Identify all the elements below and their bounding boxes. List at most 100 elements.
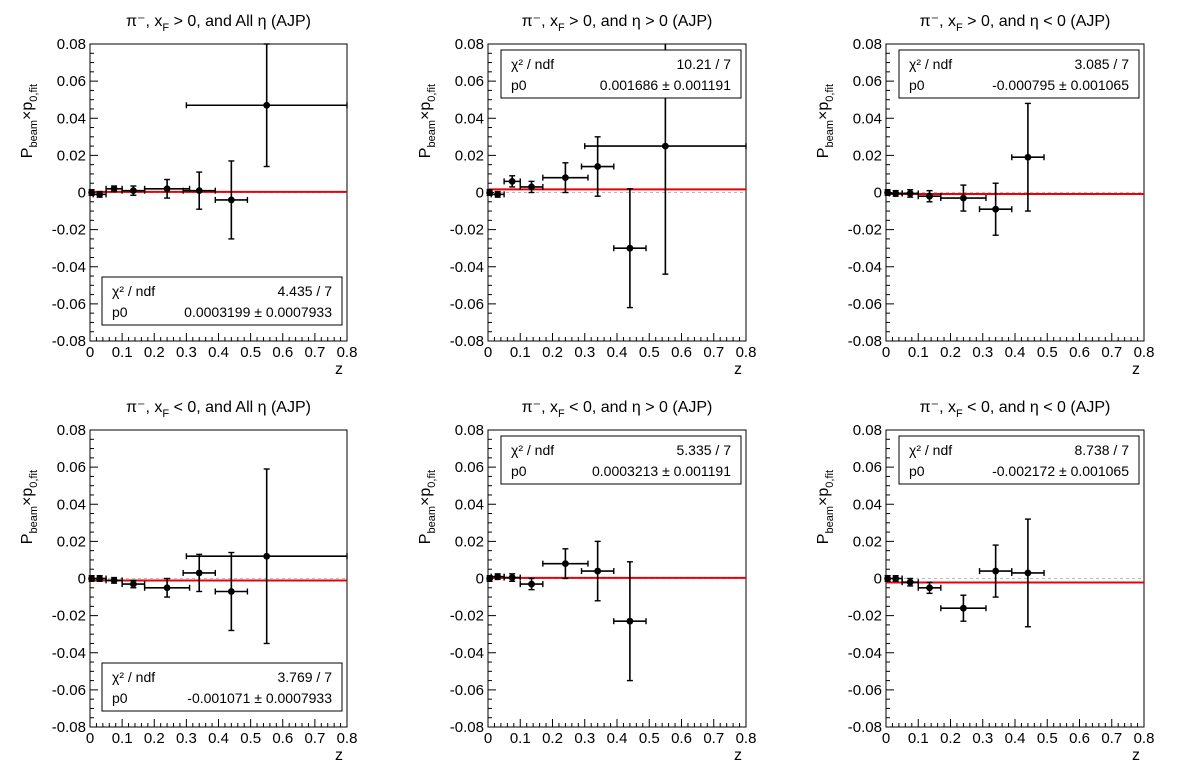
y-axis-title: Pbeam×p0,fit bbox=[815, 84, 836, 158]
y-tick-label: 0.02 bbox=[57, 147, 86, 164]
x-tick-label: 0.2 bbox=[144, 730, 165, 747]
y-tick-label: -0.04 bbox=[450, 645, 484, 662]
y-tick-label: -0.04 bbox=[848, 259, 882, 276]
point-marker bbox=[626, 617, 634, 625]
data-point-7 bbox=[214, 160, 249, 240]
stats-box-frame bbox=[500, 435, 742, 485]
p0-value: -0.002172 ± 0.001065 bbox=[992, 463, 1129, 479]
fit-stats-box: χ² / ndf 3.085 / 7 p0 -0.000795 ± 0.001065 bbox=[898, 49, 1140, 99]
point-marker bbox=[960, 194, 967, 202]
y-tick-label: -0.04 bbox=[52, 259, 86, 276]
data-point-2 bbox=[888, 575, 903, 582]
point-marker bbox=[195, 187, 203, 195]
y-tick-label: 0.02 bbox=[853, 533, 882, 550]
point-marker bbox=[594, 163, 602, 170]
data-point-4 bbox=[121, 185, 146, 196]
x-tick-label: 0.3 bbox=[574, 730, 595, 747]
x-tick-label: 0 bbox=[882, 730, 890, 747]
x-tick-label: 0.5 bbox=[240, 730, 261, 747]
point-marker bbox=[1024, 569, 1032, 577]
point-marker bbox=[992, 205, 1000, 213]
chi2-label: χ² / ndf bbox=[909, 442, 952, 458]
y-tick-label: 0.06 bbox=[455, 73, 484, 90]
data-point-2 bbox=[490, 190, 505, 198]
y-tick-label: 0 bbox=[874, 571, 882, 588]
chi2-value: 3.769 / 7 bbox=[278, 669, 333, 685]
point-marker bbox=[1024, 153, 1032, 161]
x-tick-label: 0.2 bbox=[542, 344, 563, 361]
p0-label: p0 bbox=[511, 77, 527, 93]
x-tick-label: 0.2 bbox=[940, 730, 961, 747]
p0-label: p0 bbox=[909, 463, 925, 479]
x-tick-label: 0.6 bbox=[272, 344, 293, 361]
data-point-5 bbox=[143, 178, 191, 199]
x-tick-label: 0.1 bbox=[112, 344, 133, 361]
data-point-3 bbox=[503, 175, 521, 188]
x-tick-label: 0.8 bbox=[337, 344, 358, 361]
y-tick-label: 0.06 bbox=[853, 459, 882, 476]
chart-panel-5: π⁻, xF < 0, and η > 0 (AJP) -0.08 -0.06 -0.… bbox=[417, 399, 756, 764]
x-axis-title: z bbox=[734, 747, 742, 764]
x-axis-title: z bbox=[734, 361, 742, 378]
stats-box-frame bbox=[898, 49, 1140, 99]
x-tick-label: 0 bbox=[86, 344, 94, 361]
x-tick-label: 0.3 bbox=[972, 344, 993, 361]
y-tick-label: 0.08 bbox=[853, 36, 882, 53]
x-tick-label: 0.4 bbox=[208, 730, 229, 747]
point-marker bbox=[508, 177, 516, 185]
y-tick-label: -0.02 bbox=[848, 222, 882, 239]
y-tick-label: 0.02 bbox=[853, 147, 882, 164]
y-axis-title: Pbeam×p0,fit bbox=[19, 470, 40, 544]
data-point-6 bbox=[978, 182, 1013, 236]
y-tick-label: 0.04 bbox=[57, 496, 86, 513]
x-tick-label: 0.1 bbox=[510, 730, 531, 747]
x-tick-label: 0.2 bbox=[144, 344, 165, 361]
y-tick-label: -0.06 bbox=[52, 682, 86, 699]
fit-stats-box: χ² / ndf 4.435 / 7 p0 0.0003199 ± 0.0007933 bbox=[101, 276, 343, 326]
p0-label: p0 bbox=[511, 463, 527, 479]
point-marker bbox=[96, 190, 104, 198]
y-tick-label: 0.06 bbox=[455, 459, 484, 476]
data-point-6 bbox=[978, 544, 1013, 598]
data-point-4 bbox=[519, 577, 544, 591]
chi2-value: 10.21 / 7 bbox=[677, 56, 732, 72]
data-point-5 bbox=[143, 577, 191, 598]
y-tick-label: -0.06 bbox=[848, 682, 882, 699]
x-tick-label: 0.3 bbox=[176, 730, 197, 747]
x-tick-label: 0.6 bbox=[1069, 730, 1090, 747]
point-marker bbox=[562, 174, 569, 182]
y-tick-label: -0.08 bbox=[52, 333, 86, 350]
p0-label: p0 bbox=[112, 304, 128, 320]
chart-panel-4: π⁻, xF < 0, and All η (AJP) -0.08 -0.06 -0.… bbox=[19, 399, 357, 764]
data-point-3 bbox=[901, 577, 919, 587]
x-axis-title: z bbox=[1132, 361, 1140, 378]
x-tick-label: 0.8 bbox=[1134, 344, 1155, 361]
data-point-7 bbox=[214, 551, 249, 632]
data-point-8 bbox=[185, 43, 348, 168]
x-tick-label: 0.8 bbox=[736, 344, 757, 361]
x-tick-label: 0 bbox=[484, 344, 492, 361]
y-tick-label: -0.08 bbox=[450, 333, 484, 350]
y-tick-label: 0 bbox=[78, 571, 86, 588]
y-tick-label: -0.06 bbox=[450, 296, 484, 313]
data-point-7 bbox=[1011, 102, 1045, 212]
y-tick-label: -0.06 bbox=[450, 682, 484, 699]
data-point-3 bbox=[503, 573, 521, 582]
x-axis-title: z bbox=[335, 747, 343, 764]
stats-box-frame bbox=[500, 49, 742, 99]
x-tick-label: 0.7 bbox=[304, 344, 325, 361]
x-tick-label: 0 bbox=[484, 730, 492, 747]
y-axis-title: Pbeam×p0,fit bbox=[815, 470, 836, 544]
y-tick-label: 0.06 bbox=[853, 73, 882, 90]
chart-title: π⁻, xF > 0, and η > 0 (AJP) bbox=[522, 13, 713, 34]
x-tick-label: 0.7 bbox=[304, 730, 325, 747]
fit-stats-box: χ² / ndf 10.21 / 7 p0 0.001686 ± 0.001191 bbox=[500, 49, 742, 99]
x-tick-label: 0.4 bbox=[607, 730, 628, 747]
x-tick-label: 0.4 bbox=[208, 344, 229, 361]
point-marker bbox=[528, 580, 535, 588]
x-axis-title: z bbox=[1132, 747, 1140, 764]
point-marker bbox=[661, 142, 669, 150]
point-marker bbox=[227, 196, 235, 204]
data-point-2 bbox=[490, 573, 505, 581]
x-tick-label: 0.4 bbox=[1005, 344, 1026, 361]
